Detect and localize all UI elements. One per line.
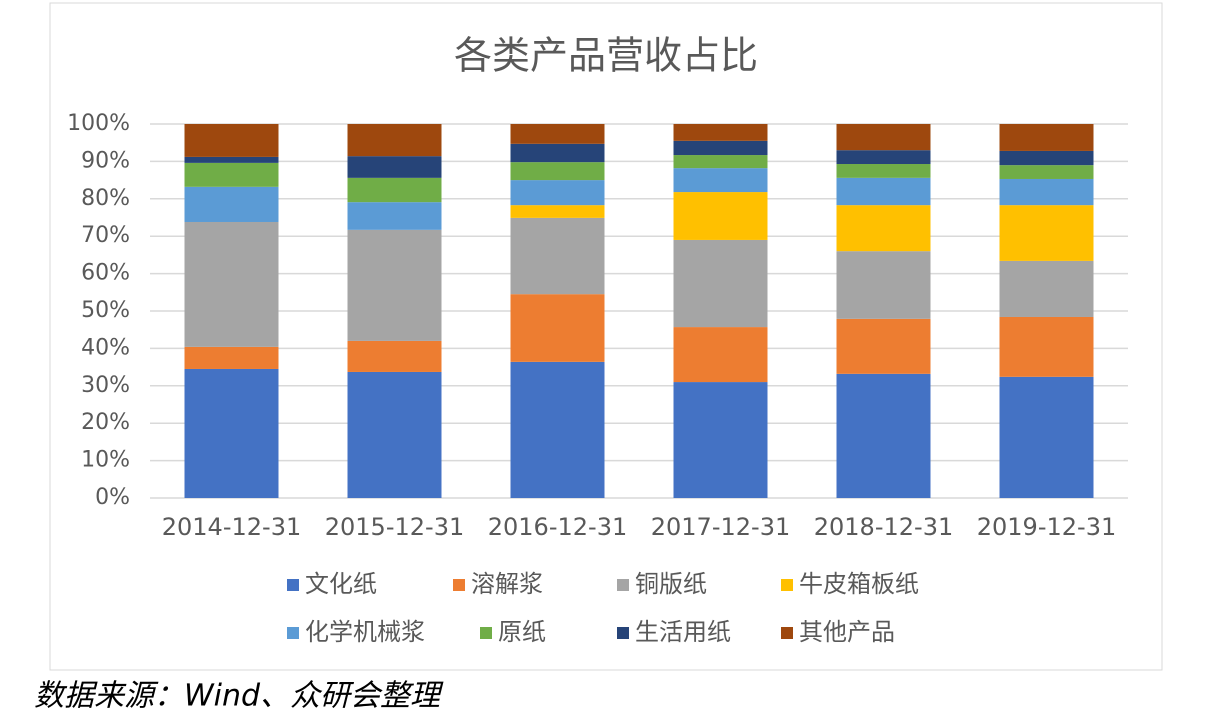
bar-segment xyxy=(999,205,1094,261)
legend-swatch xyxy=(453,579,465,591)
y-tick-label: 90% xyxy=(81,148,130,173)
bar-segment xyxy=(347,371,442,498)
bar-segment xyxy=(510,294,605,362)
bar-segment xyxy=(184,162,279,187)
bar-segment xyxy=(510,143,605,163)
x-tick-label: 2014-12-31 xyxy=(162,513,301,541)
bar-segment xyxy=(184,124,279,157)
y-tick-label: 10% xyxy=(81,448,130,473)
x-tick-label: 2019-12-31 xyxy=(977,513,1116,541)
x-tick-label: 2018-12-31 xyxy=(814,513,953,541)
bar-segment xyxy=(836,205,931,252)
bar-segment xyxy=(836,164,931,178)
bar-segment xyxy=(836,251,931,319)
bar-segment xyxy=(999,178,1094,206)
bar-segment xyxy=(673,155,768,169)
bar-segment xyxy=(347,177,442,203)
legend-label: 生活用纸 xyxy=(635,618,731,646)
bar-segment xyxy=(347,340,442,372)
bar-segment xyxy=(999,165,1094,179)
legend-swatch xyxy=(781,579,793,591)
bar-segment xyxy=(673,239,768,328)
bar-segment xyxy=(510,162,605,181)
bar-segment xyxy=(347,124,442,157)
x-tick-label: 2015-12-31 xyxy=(325,513,464,541)
bar-segment xyxy=(836,124,931,151)
bar-segment xyxy=(673,192,768,240)
bar-segment xyxy=(184,346,279,369)
y-tick-label: 50% xyxy=(81,298,130,323)
bar-segment xyxy=(836,150,931,165)
bar-segment xyxy=(184,368,279,498)
y-tick-label: 20% xyxy=(81,410,130,435)
y-tick-label: 70% xyxy=(81,223,130,248)
legend-swatch xyxy=(287,579,299,591)
legend-swatch xyxy=(480,627,492,639)
legend-label: 牛皮箱板纸 xyxy=(799,570,919,598)
x-tick-label: 2016-12-31 xyxy=(488,513,627,541)
bar-segment xyxy=(999,376,1094,498)
bar-segment xyxy=(673,124,768,141)
x-tick-label: 2017-12-31 xyxy=(651,513,790,541)
legend-label: 铜版纸 xyxy=(635,570,707,598)
bar-segment xyxy=(184,221,279,347)
chart-title: 各类产品营收占比 xyxy=(454,34,758,78)
y-tick-label: 60% xyxy=(81,261,130,286)
legend-label: 其他产品 xyxy=(799,618,895,646)
bar-segment xyxy=(510,180,605,206)
bar-segment xyxy=(999,150,1094,166)
bar-segment xyxy=(836,373,931,498)
legend-label: 文化纸 xyxy=(305,570,377,598)
bar-segment xyxy=(510,124,605,144)
bar-segment xyxy=(673,168,768,193)
bar-segment xyxy=(347,229,442,341)
bar-segment xyxy=(673,327,768,383)
bar-segment xyxy=(999,316,1094,377)
bar-segment xyxy=(673,140,768,156)
legend-swatch xyxy=(617,579,629,591)
y-tick-label: 0% xyxy=(95,485,130,510)
bar-segment xyxy=(836,177,931,206)
bar-segment xyxy=(836,318,931,374)
bar-segment xyxy=(347,156,442,178)
y-tick-label: 30% xyxy=(81,373,130,398)
y-tick-label: 80% xyxy=(81,186,130,211)
bar-segment xyxy=(184,186,279,222)
legend-swatch xyxy=(287,627,299,639)
y-tick-label: 40% xyxy=(81,335,130,360)
bar-segment xyxy=(510,205,605,218)
bar-segment xyxy=(673,382,768,498)
bar-segment xyxy=(999,260,1094,317)
bar-segment xyxy=(999,124,1094,151)
bar-segment xyxy=(347,202,442,230)
bar-segment xyxy=(184,156,279,163)
legend-swatch xyxy=(617,627,629,639)
source-note: 数据来源：Wind、众研会整理 xyxy=(34,679,444,714)
bar-segment xyxy=(510,217,605,295)
y-tick-label: 100% xyxy=(67,111,130,136)
bar-segment xyxy=(510,361,605,498)
legend-label: 化学机械浆 xyxy=(305,618,425,646)
legend-label: 溶解浆 xyxy=(471,570,543,598)
legend-label: 原纸 xyxy=(498,618,546,646)
legend-swatch xyxy=(781,627,793,639)
